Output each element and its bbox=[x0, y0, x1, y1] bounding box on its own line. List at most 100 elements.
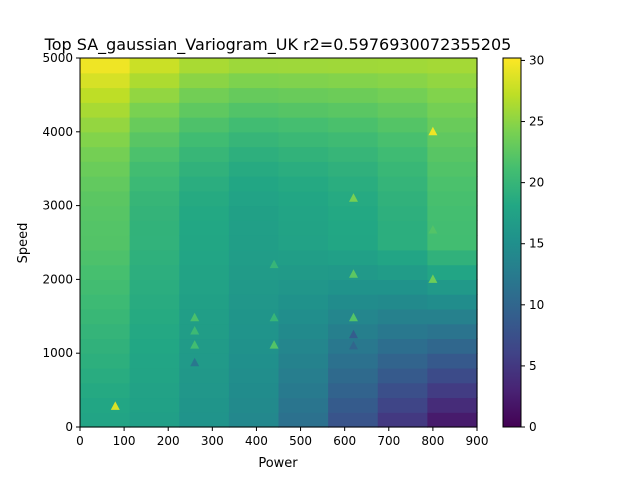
heatmap-cell bbox=[328, 102, 379, 118]
heatmap-cell bbox=[228, 220, 280, 236]
heatmap-cell bbox=[80, 190, 131, 207]
heatmap-cell bbox=[80, 205, 131, 221]
heatmap-cell bbox=[129, 87, 180, 103]
heatmap-cell bbox=[80, 353, 131, 369]
heatmap-cell bbox=[179, 161, 230, 177]
heatmap-cell bbox=[377, 235, 428, 251]
heatmap-cell bbox=[278, 382, 329, 399]
heatmap-cell bbox=[328, 382, 379, 399]
y-axis-ticks: 0 1000 2000 3000 4000 5000 bbox=[42, 51, 80, 434]
y-tick-label: 2000 bbox=[42, 272, 73, 286]
heatmap-cell bbox=[278, 264, 329, 280]
x-tick-label: 0 bbox=[76, 434, 84, 448]
heatmap-cell bbox=[129, 308, 180, 325]
heatmap-cell bbox=[129, 146, 180, 162]
heatmap-cell bbox=[278, 323, 329, 340]
heatmap-cell bbox=[427, 235, 478, 251]
heatmap-cell bbox=[228, 382, 280, 399]
heatmap-cell bbox=[228, 338, 280, 354]
heatmap-cell bbox=[179, 382, 230, 399]
heatmap-cell bbox=[278, 397, 329, 413]
heatmap-cell bbox=[427, 117, 478, 133]
heatmap-cell bbox=[328, 117, 379, 133]
heatmap-cell bbox=[278, 249, 329, 266]
heatmap-cell bbox=[427, 190, 478, 207]
heatmap-cell bbox=[80, 72, 131, 89]
heatmap-cell bbox=[328, 58, 379, 74]
x-tick-label: 700 bbox=[377, 434, 400, 448]
heatmap-cell bbox=[278, 102, 329, 118]
x-tick-label: 200 bbox=[157, 434, 180, 448]
heatmap-cell bbox=[80, 87, 131, 103]
scatter-points bbox=[110, 126, 438, 410]
heatmap-cell bbox=[179, 176, 230, 192]
heatmap-cell bbox=[179, 235, 230, 251]
heatmap-cell bbox=[427, 220, 478, 236]
heatmap-cell bbox=[278, 353, 329, 369]
heatmap-cell bbox=[228, 102, 280, 118]
heatmap-cell bbox=[427, 161, 478, 177]
heatmap-cell bbox=[377, 264, 428, 280]
heatmap-cell bbox=[427, 294, 478, 310]
heatmap-cell bbox=[80, 161, 131, 177]
heatmap-cell bbox=[228, 397, 280, 413]
colorbar-tick-label: 0 bbox=[529, 420, 537, 434]
heatmap-cell bbox=[129, 205, 180, 221]
heatmap-cell bbox=[377, 161, 428, 177]
chart-title: Top SA_gaussian_Variogram_UK r2=0.597693… bbox=[44, 35, 512, 55]
colorbar-tick-label: 15 bbox=[529, 237, 544, 251]
heatmap-cell bbox=[427, 323, 478, 340]
heatmap-cell bbox=[228, 235, 280, 251]
heatmap-cell bbox=[228, 176, 280, 192]
heatmap-cell bbox=[80, 279, 131, 295]
heatmap-cell bbox=[278, 294, 329, 310]
heatmap-cell bbox=[80, 220, 131, 236]
heatmap-cell bbox=[228, 131, 280, 148]
heatmap-cell bbox=[278, 338, 329, 354]
heatmap-cell bbox=[377, 205, 428, 221]
heatmap-cell bbox=[328, 249, 379, 266]
heatmap-cell bbox=[80, 235, 131, 251]
y-tick-label: 3000 bbox=[42, 199, 73, 213]
heatmap-cell bbox=[427, 146, 478, 162]
scatter-point bbox=[428, 224, 438, 234]
heatmap-cell bbox=[377, 220, 428, 236]
scatter-point bbox=[348, 329, 358, 339]
heatmap-cell bbox=[427, 205, 478, 221]
heatmap-cell bbox=[228, 146, 280, 162]
scatter-point bbox=[190, 326, 200, 335]
heatmap-cell bbox=[278, 190, 329, 207]
heatmap-cell bbox=[377, 308, 428, 325]
heatmap-cell bbox=[179, 146, 230, 162]
x-tick-label: 600 bbox=[333, 434, 356, 448]
heatmap-cell bbox=[328, 220, 379, 236]
heatmap-cell bbox=[377, 367, 428, 384]
heatmap-cell bbox=[328, 87, 379, 103]
scatter-point bbox=[269, 259, 279, 269]
heatmap-cell bbox=[278, 87, 329, 103]
x-tick-label: 400 bbox=[245, 434, 268, 448]
heatmap-cell bbox=[80, 367, 131, 384]
heatmap-cell bbox=[278, 220, 329, 236]
x-tick-label: 100 bbox=[113, 434, 136, 448]
heatmap-cell bbox=[80, 131, 131, 148]
heatmap-cell bbox=[179, 323, 230, 340]
heatmap-cell bbox=[129, 72, 180, 89]
y-tick-label: 5000 bbox=[42, 51, 73, 65]
scatter-point bbox=[190, 312, 200, 322]
heatmap-cell bbox=[129, 117, 180, 133]
heatmap-cell bbox=[278, 235, 329, 251]
heatmap-cell bbox=[377, 338, 428, 354]
heatmap-cell bbox=[377, 190, 428, 207]
heatmap-cell bbox=[427, 397, 478, 413]
heatmap-cell bbox=[228, 279, 280, 295]
heatmap-cell bbox=[228, 161, 280, 177]
heatmap-cell bbox=[80, 397, 131, 413]
heatmap-cell bbox=[80, 412, 131, 428]
heatmap-cell bbox=[377, 58, 428, 74]
heatmap-cell bbox=[427, 131, 478, 148]
heatmap-cell bbox=[377, 294, 428, 310]
heatmap-cell bbox=[228, 412, 280, 428]
heatmap-cell bbox=[228, 353, 280, 369]
heatmap-cell bbox=[278, 367, 329, 384]
